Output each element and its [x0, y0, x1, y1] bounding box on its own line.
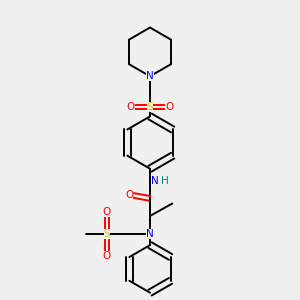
Text: S: S [103, 229, 110, 239]
Text: S: S [147, 102, 153, 112]
Text: O: O [127, 102, 135, 112]
Text: N: N [146, 229, 154, 239]
Text: H: H [161, 176, 169, 186]
Text: N: N [152, 176, 159, 186]
Text: O: O [165, 102, 173, 112]
Text: O: O [125, 190, 133, 200]
Text: O: O [103, 207, 111, 217]
Text: O: O [103, 250, 111, 260]
Text: N: N [146, 71, 154, 81]
